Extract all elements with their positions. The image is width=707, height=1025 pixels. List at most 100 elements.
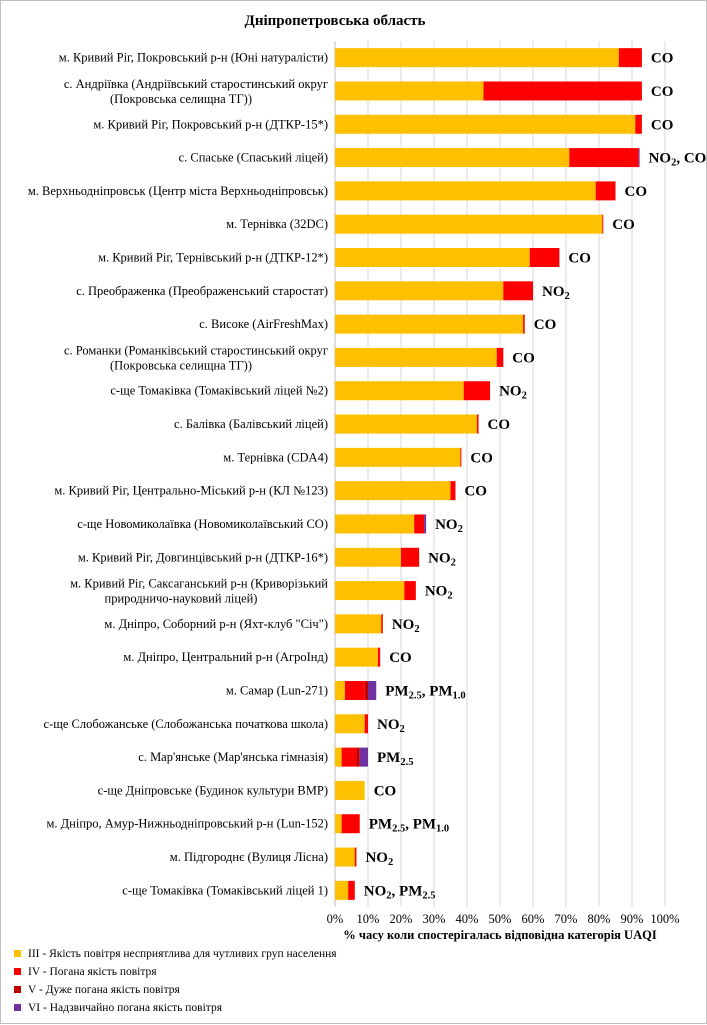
bar-segment [401, 547, 420, 567]
pollutant-label-part: NO [392, 617, 415, 633]
pollutant-label: NO2 [365, 850, 393, 868]
category-label: м. Тернівка (CDA4) [223, 450, 328, 464]
pollutant-label-part: NO [435, 517, 458, 533]
pollutant-label-part: CO [534, 317, 557, 333]
category-label: м. Самар (Lun-271) [226, 684, 328, 698]
pollutant-label-sub: 2 [458, 524, 463, 535]
bar-segment [335, 880, 349, 900]
bar-segment [335, 780, 365, 800]
bar-segment [335, 214, 603, 234]
legend-swatch [14, 1004, 21, 1011]
bar-segment [335, 181, 596, 201]
bar-segment [424, 514, 427, 534]
legend-entry: V - Дуже погана якість повітря [28, 984, 181, 996]
bar-segment [335, 747, 342, 767]
pollutant-label: NO2, CO [649, 151, 707, 169]
pollutant-label-part: CO [651, 117, 674, 133]
bar-segment [364, 714, 368, 734]
legend-swatch [14, 950, 21, 957]
bar-segment [450, 481, 456, 501]
bar-segment [635, 114, 642, 134]
bar-segment [414, 514, 425, 534]
bar-segment [354, 847, 357, 867]
x-tick-label: 90% [621, 912, 644, 926]
category-label: с-ще Слобожанське (Слобожанська початков… [44, 717, 328, 731]
category-label: с. Високе (AirFreshMax) [199, 317, 328, 331]
pollutant-label-part: CO [568, 251, 591, 267]
bar-segment [618, 48, 642, 68]
category-label: с. Балівка (Балівський ліцей) [174, 417, 328, 431]
bar-segment [335, 647, 378, 667]
bar-segment [496, 347, 504, 367]
category-label: м. Дніпро, Соборний р-н (Яхт-клуб "Січ") [104, 617, 328, 631]
bar-segment [404, 581, 416, 601]
bar-segment [529, 248, 560, 267]
category-label: с. Андріївка (Андріївський старостинськи… [64, 77, 328, 106]
pollutant-label-part: CO [651, 51, 674, 67]
category-label: м. Кривий Ріг, Центрально-Міський р-н (К… [54, 484, 328, 498]
bar-segment [335, 547, 401, 567]
bar-segment [359, 747, 368, 767]
bar-segment [335, 581, 405, 601]
bar-segment [381, 614, 383, 634]
category-label: с-ще Новомиколаївка (Новомиколаївський С… [77, 517, 328, 531]
pollutant-label-sub: 2 [447, 591, 452, 602]
x-tick-label: 80% [588, 912, 611, 926]
pollutant-label: NO2, PM2.5 [364, 883, 436, 901]
category-label-line: (Покровська селищна ТГ)) [110, 92, 252, 106]
pollutant-label-part: CO [389, 650, 412, 666]
bar-segment [638, 148, 640, 168]
x-tick-label: 100% [650, 912, 679, 926]
x-tick-label: 60% [522, 912, 545, 926]
bar-segment [364, 681, 368, 700]
bar-segment [335, 514, 415, 534]
pollutant-label-part: NO [542, 284, 565, 300]
pollutant-label-sub: 2 [414, 624, 419, 635]
legend-entry: III - Якість повітря несприятлива для чу… [28, 948, 337, 960]
bar-segment [344, 681, 365, 700]
pollutant-label: NO2 [499, 384, 527, 402]
category-label: м. Кривий Ріг, Саксаганський р-н (Кривор… [70, 577, 328, 606]
x-axis-label: % часу коли спостерігалась відповідна ка… [343, 928, 657, 942]
bar-segment [348, 880, 355, 900]
x-tick-label: 10% [357, 912, 380, 926]
bar-segment [335, 614, 382, 634]
pollutant-label: PM2.5, PM1.0 [369, 817, 449, 835]
x-tick-label: 30% [423, 912, 446, 926]
pollutant-label-part: NO [428, 550, 451, 566]
bar-segment [335, 148, 570, 168]
category-label: с. Спаське (Спаський ліцей) [179, 151, 328, 165]
pollutant-label-part: NO [377, 717, 400, 733]
pollutant-label: NO2 [542, 284, 570, 302]
pollutant-label-sub: 2 [400, 724, 405, 735]
pollutant-label: NO2 [435, 517, 463, 535]
pollutant-label-sub: 1.0 [453, 691, 466, 702]
category-label: м. Верхньодніпровськ (Центр міста Верхнь… [28, 184, 328, 198]
x-tick-label: 40% [456, 912, 479, 926]
x-tick-label: 0% [327, 912, 344, 926]
category-label-line: (Покровська селищна ТГ)) [110, 358, 252, 372]
pollutant-label: CO [612, 217, 635, 233]
category-label: м. Кривий Ріг, Довгинцівський р-н (ДТКР-… [78, 550, 328, 564]
pollutant-label-part: CO [612, 217, 635, 233]
pollutant-label-sub: 2 [565, 291, 570, 302]
legend-swatch [14, 986, 21, 993]
bar-segment [476, 414, 479, 434]
legend-swatch [14, 968, 21, 975]
bar-segment [335, 847, 355, 867]
pollutant-label: CO [488, 417, 511, 433]
pollutant-label: CO [625, 184, 648, 200]
bar-segment [335, 481, 451, 501]
bar-segment [335, 381, 464, 401]
bar-segment [341, 747, 357, 767]
bar-segment [335, 814, 342, 834]
category-label: с-ще Томаківка (Томаківський ліцей №2) [110, 384, 328, 398]
pollutant-label-sub: 2.5 [392, 824, 405, 835]
category-label: с. Мар'янське (Мар'янська гімназія) [138, 750, 328, 764]
pollutant-label: CO [651, 117, 674, 133]
bar-segment [335, 114, 636, 134]
bar-segment [356, 747, 360, 767]
pollutant-label: CO [568, 251, 591, 267]
pollutant-label: CO [464, 484, 487, 500]
